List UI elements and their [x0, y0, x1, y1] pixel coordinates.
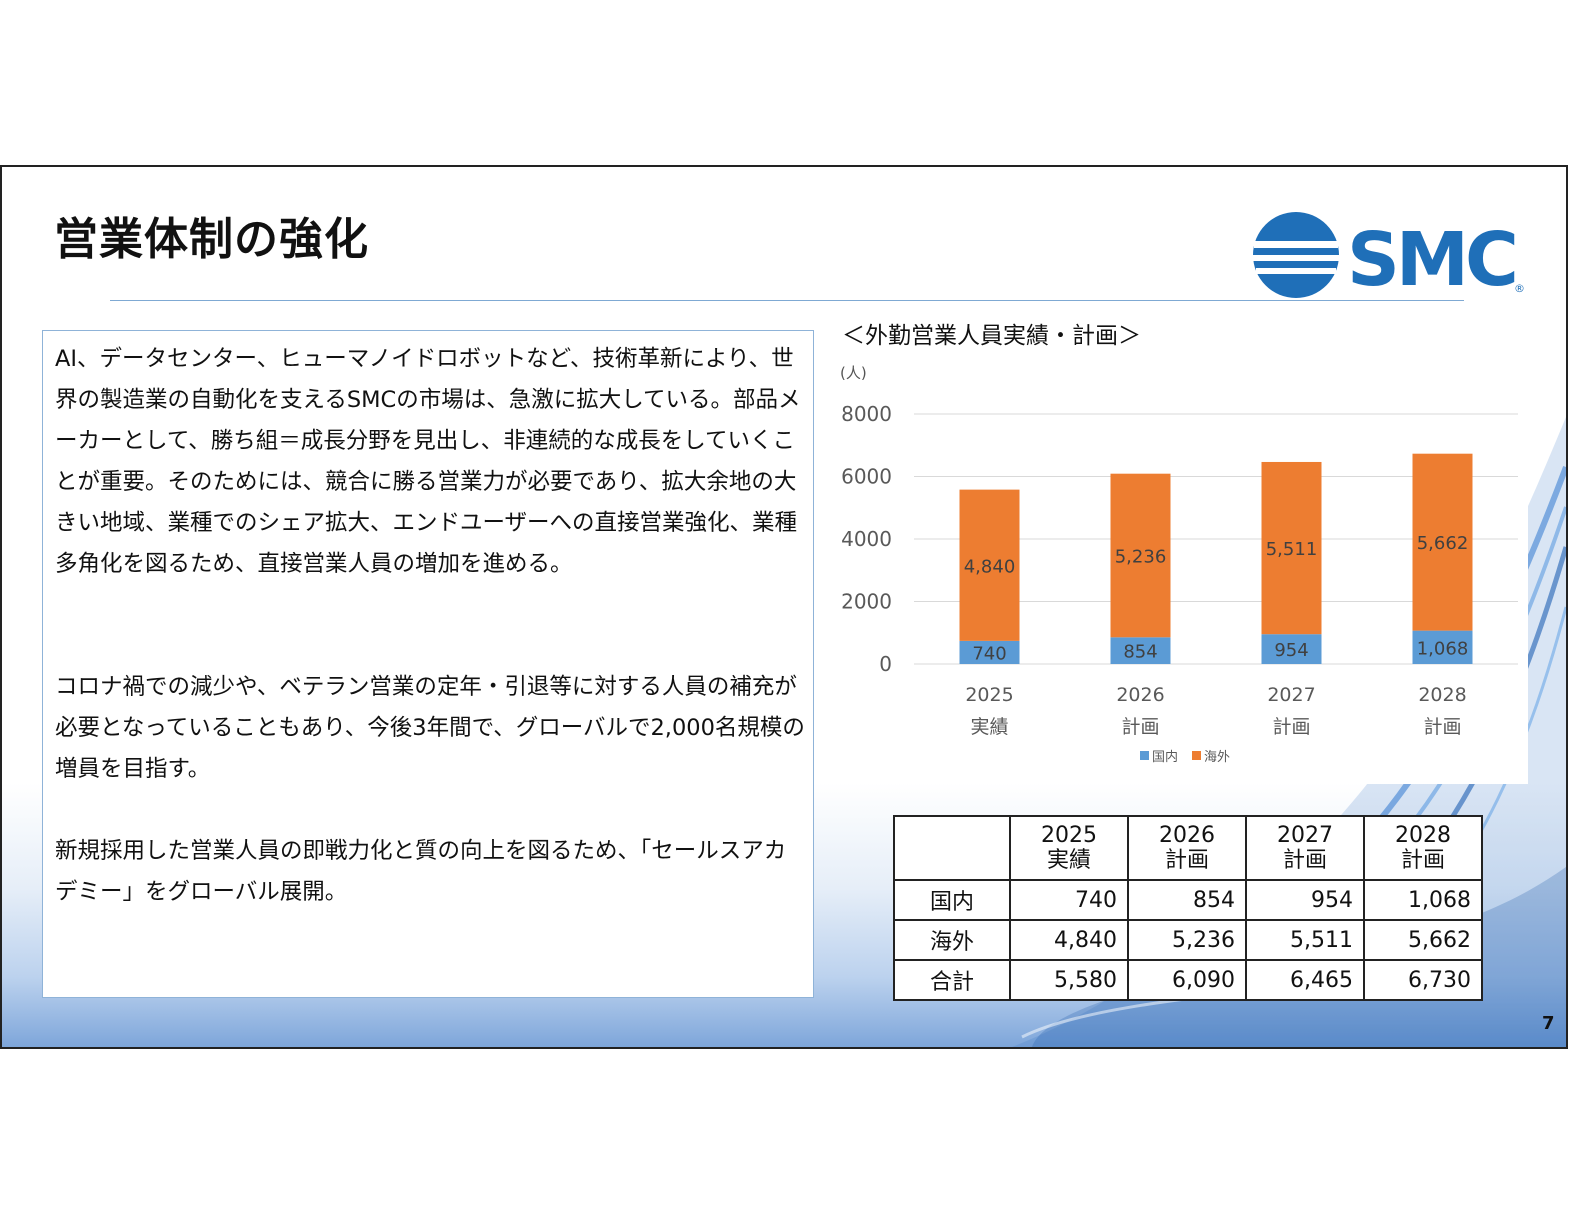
stacked-bar-chart: 0 2000 4000 6000 8000 740 4,840 2025 実績 854 5,236 2…: [841, 402, 1518, 765]
table-cell: 1,068: [1363, 879, 1483, 921]
body-paragraph-3: 新規採用した営業人員の即戦力化と質の向上を図るため、「セールスアカデミー」をグロ…: [55, 838, 787, 905]
data-label: 1,068: [1417, 638, 1469, 659]
y-tick-label: 4000: [841, 527, 892, 551]
table-cell: 4,840: [1009, 919, 1129, 961]
data-label: 5,511: [1266, 539, 1318, 560]
x-tick-label: 2025: [965, 684, 1013, 706]
chart-unit-label: (人): [840, 364, 867, 382]
table-cell: 854: [1127, 879, 1247, 921]
table-corner-cell: [893, 815, 1011, 881]
data-label: 854: [1123, 642, 1157, 663]
table-row-label: 海外: [893, 919, 1011, 961]
x-tick-label: 2027: [1267, 684, 1315, 706]
data-label: 5,236: [1115, 547, 1167, 568]
table-cell: 6,465: [1245, 959, 1365, 1001]
title-divider: [110, 300, 1464, 301]
table-row: 海外 4,840 5,236 5,511 5,662: [893, 919, 1483, 961]
x-tick-sublabel: 計画: [1272, 716, 1310, 738]
data-label: 954: [1274, 640, 1308, 661]
table-cell: 740: [1009, 879, 1129, 921]
table-cell: 5,662: [1363, 919, 1483, 961]
legend-swatch-国内: [1140, 751, 1149, 760]
data-label: 740: [972, 643, 1006, 664]
table-header-cell: 2025 実績: [1009, 815, 1129, 881]
y-tick-label: 2000: [841, 590, 892, 614]
staffing-table: 2025 実績 2026 計画 2027 計画 2028 計画 国内 740 854 9…: [893, 815, 1483, 1001]
x-tick-sublabel: 計画: [1423, 716, 1461, 738]
x-tick-sublabel: 計画: [1121, 716, 1159, 738]
table-cell: 5,511: [1245, 919, 1365, 961]
legend-label: 国内: [1152, 749, 1178, 765]
chart-title: ＜外勤営業人員実績・計画＞: [842, 323, 1141, 349]
bar-segment-海外: [1412, 453, 1473, 631]
bar-segment-海外: [1261, 461, 1322, 635]
table-header-row: 2025 実績 2026 計画 2027 計画 2028 計画: [893, 815, 1483, 881]
table-cell: 6,730: [1363, 959, 1483, 1001]
bar-segment-国内: [1412, 630, 1473, 664]
smc-logo-text: SMC: [1347, 217, 1515, 303]
legend-swatch-海外: [1192, 751, 1201, 760]
bar-segment-海外: [959, 489, 1020, 641]
data-label: 5,662: [1417, 533, 1469, 554]
table-cell: 954: [1245, 879, 1365, 921]
smc-logo: SMC ®: [1252, 212, 1524, 303]
page-title: 営業体制の強化: [54, 214, 369, 265]
y-tick-label: 6000: [841, 465, 892, 489]
body-paragraph-2: コロナ禍での減少や、ベテラン営業の定年・引退等に対する人員の補充が必要となってい…: [55, 674, 805, 782]
chart-panel: ＜外勤営業人員実績・計画＞ (人) 0 2000 4000 6000 8000 740 4,…: [838, 310, 1528, 784]
legend-label: 海外: [1204, 750, 1230, 765]
table-row-label: 国内: [893, 879, 1011, 921]
y-tick-label: 0: [879, 652, 892, 676]
bar-segment-海外: [1110, 473, 1171, 638]
page-number: 7: [1542, 1013, 1555, 1034]
table-row: 国内 740 854 954 1,068: [893, 879, 1483, 921]
body-text-box: AI、データセンター、ヒューマノイドロボットなど、技術革新により、世界の製造業の…: [42, 330, 814, 998]
table-row: 合計 5,580 6,090 6,465 6,730: [893, 959, 1483, 1001]
bar-segment-国内: [1110, 637, 1171, 664]
table-cell: 6,090: [1127, 959, 1247, 1001]
body-paragraph-1: AI、データセンター、ヒューマノイドロボットなど、技術革新により、世界の製造業の…: [55, 346, 801, 577]
data-label: 4,840: [964, 556, 1016, 577]
y-tick-label: 8000: [841, 402, 892, 426]
table-header-cell: 2027 計画: [1245, 815, 1365, 881]
table-header-cell: 2026 計画: [1127, 815, 1247, 881]
x-tick-label: 2028: [1418, 684, 1466, 706]
slide: 営業体制の強化 SMC ® AI、データセンター、ヒューマノイドロボットなど、技…: [0, 165, 1568, 1049]
bar-segment-国内: [1261, 634, 1322, 664]
x-tick-label: 2026: [1116, 684, 1164, 706]
svg-text:®: ®: [1514, 282, 1524, 295]
x-tick-sublabel: 実績: [970, 716, 1008, 738]
table-cell: 5,236: [1127, 919, 1247, 961]
table-header-cell: 2028 計画: [1363, 815, 1483, 881]
table-cell: 5,580: [1009, 959, 1129, 1001]
table-row-label: 合計: [893, 959, 1011, 1001]
bar-segment-国内: [959, 640, 1020, 664]
